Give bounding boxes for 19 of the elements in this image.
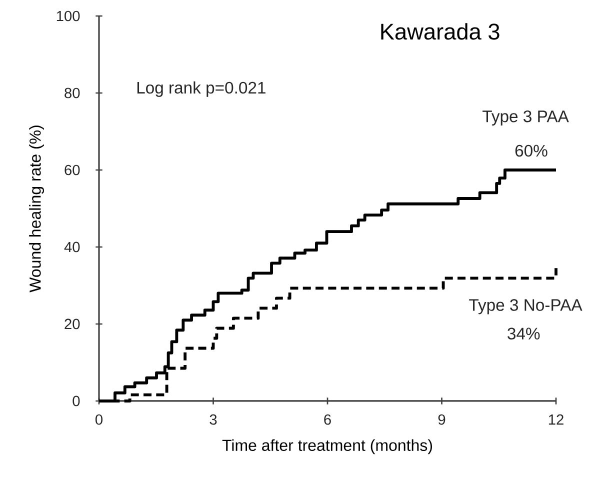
series-label: Type 3 No-PAA: [469, 299, 582, 314]
x-tick-label: 12: [548, 414, 564, 425]
text: Type 3 PAA: [482, 110, 569, 126]
y-tick-label: 20: [64, 318, 80, 330]
y-tick-label: 40: [64, 242, 80, 252]
y-tick-label: 100: [56, 10, 80, 22]
x-tick-label: 6: [324, 414, 331, 425]
x-tick-label: 3: [210, 414, 217, 425]
annotation: 60%: [515, 144, 548, 157]
y-tick-label: 60: [64, 164, 80, 176]
annotation: Log rank p=0.021: [137, 81, 266, 97]
annotation: 34%: [508, 328, 540, 340]
y-tick-label: 0: [72, 396, 80, 406]
y-axis-title: Wound healing rate (%): [29, 126, 44, 292]
y-tick-label: 80: [64, 88, 80, 98]
x-axis-title: Time after treatment (months): [222, 439, 432, 454]
x-tick-label: 0: [95, 414, 102, 425]
chart-title: Kawarada 3: [381, 23, 500, 40]
x-tick-label: 9: [438, 414, 446, 425]
